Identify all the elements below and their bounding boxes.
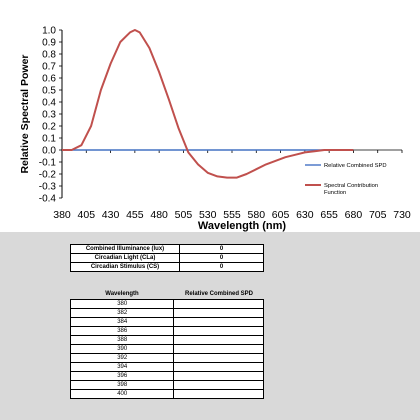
spectral-chart: 1.00.90.80.70.60.50.40.30.20.10.0-0.1-0.… (19, 26, 411, 233)
wavelength-cell[interactable]: 382 (69, 308, 175, 318)
spd-cell[interactable] (173, 362, 264, 372)
table-row: 396 (69, 371, 264, 381)
y-tick-label: 0.2 (42, 122, 56, 133)
table-row: 382 (69, 308, 264, 318)
summary-row: Circadian Light (CLa) 0 (70, 253, 264, 263)
y-tick-label: -0.4 (39, 194, 57, 205)
table-row: 400 (69, 389, 264, 399)
spd-cell[interactable] (173, 326, 264, 336)
table-row: 390 (69, 344, 264, 354)
wavelength-cell[interactable]: 400 (69, 389, 175, 399)
table-row: 398 (69, 380, 264, 390)
summary-table: Combined Illuminance (lux) 0 Circadian Lig… (70, 244, 264, 272)
spd-cell[interactable] (173, 353, 264, 363)
y-tick-label: -0.2 (39, 170, 57, 181)
wavelength-cell[interactable]: 386 (69, 326, 175, 336)
x-tick-label: 580 (248, 209, 266, 221)
spd-cell[interactable] (173, 299, 264, 309)
series-line-2 (62, 29, 354, 179)
wavelength-cell[interactable]: 384 (69, 317, 175, 327)
x-tick-label: 430 (102, 209, 120, 221)
spd-cell[interactable] (173, 317, 264, 327)
summary-label: Combined Illuminance (lux) (70, 244, 180, 254)
spd-cell[interactable] (173, 371, 264, 381)
y-tick-label: 0.8 (42, 50, 56, 61)
y-tick-label: 0.5 (42, 86, 56, 97)
y-tick-label: 0.6 (42, 74, 56, 85)
data-table-header: Wavelength Relative Combined SPD (70, 291, 264, 297)
wavelength-header: Wavelength (105, 291, 139, 297)
summary-row: Circadian Stimulus (CS) 0 (70, 262, 264, 272)
summary-label: Circadian Light (CLa) (70, 253, 180, 263)
x-tick-label: 530 (199, 209, 217, 221)
wavelength-cell[interactable]: 398 (69, 380, 175, 390)
spd-cell[interactable] (173, 308, 264, 318)
chart-area: 1.0 0.9 0.8 0.7 0.6 0.5 0.4 0.3 0.2 0.1 0.0 -0.1 -0.… (0, 0, 420, 232)
table-row: 380 (69, 299, 264, 309)
summary-value: 0 (179, 253, 264, 263)
x-tick-label: 555 (223, 209, 241, 221)
x-tick-label: 405 (78, 209, 96, 221)
wavelength-cell[interactable]: 388 (69, 335, 175, 345)
summary-row: Combined Illuminance (lux) 0 (70, 244, 264, 254)
table-row: 392 (69, 353, 264, 363)
y-tick-label: 0.1 (42, 134, 56, 145)
x-tick-label: 630 (296, 209, 314, 221)
table-row: 386 (69, 326, 264, 336)
x-tick-label: 380 (53, 209, 71, 221)
y-tick-label: 1.0 (42, 26, 56, 37)
data-table: 380 382 384 386 388 390 392 394 396 398 400 (69, 299, 264, 399)
spd-cell[interactable] (173, 335, 264, 345)
y-tick-label: 0.4 (42, 98, 56, 109)
x-tick-label: 605 (272, 209, 290, 221)
y-tick-label: 0.7 (42, 62, 56, 73)
summary-label: Circadian Stimulus (CS) (70, 262, 180, 272)
wavelength-cell[interactable]: 390 (69, 344, 175, 354)
summary-value: 0 (179, 262, 264, 272)
summary-value: 0 (179, 244, 264, 254)
x-tick-label: 730 (393, 209, 411, 221)
y-axis-label: Relative Spectral Power (19, 54, 31, 173)
spd-cell[interactable] (173, 380, 264, 390)
wavelength-cell[interactable]: 392 (69, 353, 175, 363)
y-tick-label: 0.0 (42, 146, 56, 157)
wavelength-cell[interactable]: 380 (69, 299, 175, 309)
x-axis-label: Wavelength (nm) (198, 220, 287, 232)
x-tick-label: 680 (345, 209, 363, 221)
wavelength-cell[interactable]: 394 (69, 362, 175, 372)
wavelength-cell[interactable]: 396 (69, 371, 175, 381)
x-tick-label: 705 (369, 209, 387, 221)
table-row: 388 (69, 335, 264, 345)
spd-cell[interactable] (173, 344, 264, 354)
legend-label-2: Spectral Contribution Function (324, 183, 378, 196)
legend-label-1: Relative Combined SPD (324, 163, 387, 169)
spd-cell[interactable] (173, 389, 264, 399)
y-tick-label: -0.1 (39, 158, 57, 169)
table-row: 394 (69, 362, 264, 372)
x-tick-label: 505 (175, 209, 193, 221)
y-tick-label: 0.9 (42, 38, 56, 49)
x-tick-label: 455 (126, 209, 144, 221)
x-tick-label: 655 (320, 209, 338, 221)
table-row: 384 (69, 317, 264, 327)
relative-combined-spd-header: Relative Combined SPD (184, 291, 253, 297)
x-tick-label: 480 (150, 209, 168, 221)
y-tick-label: -0.3 (39, 182, 57, 193)
y-tick-label: 0.3 (42, 110, 56, 121)
